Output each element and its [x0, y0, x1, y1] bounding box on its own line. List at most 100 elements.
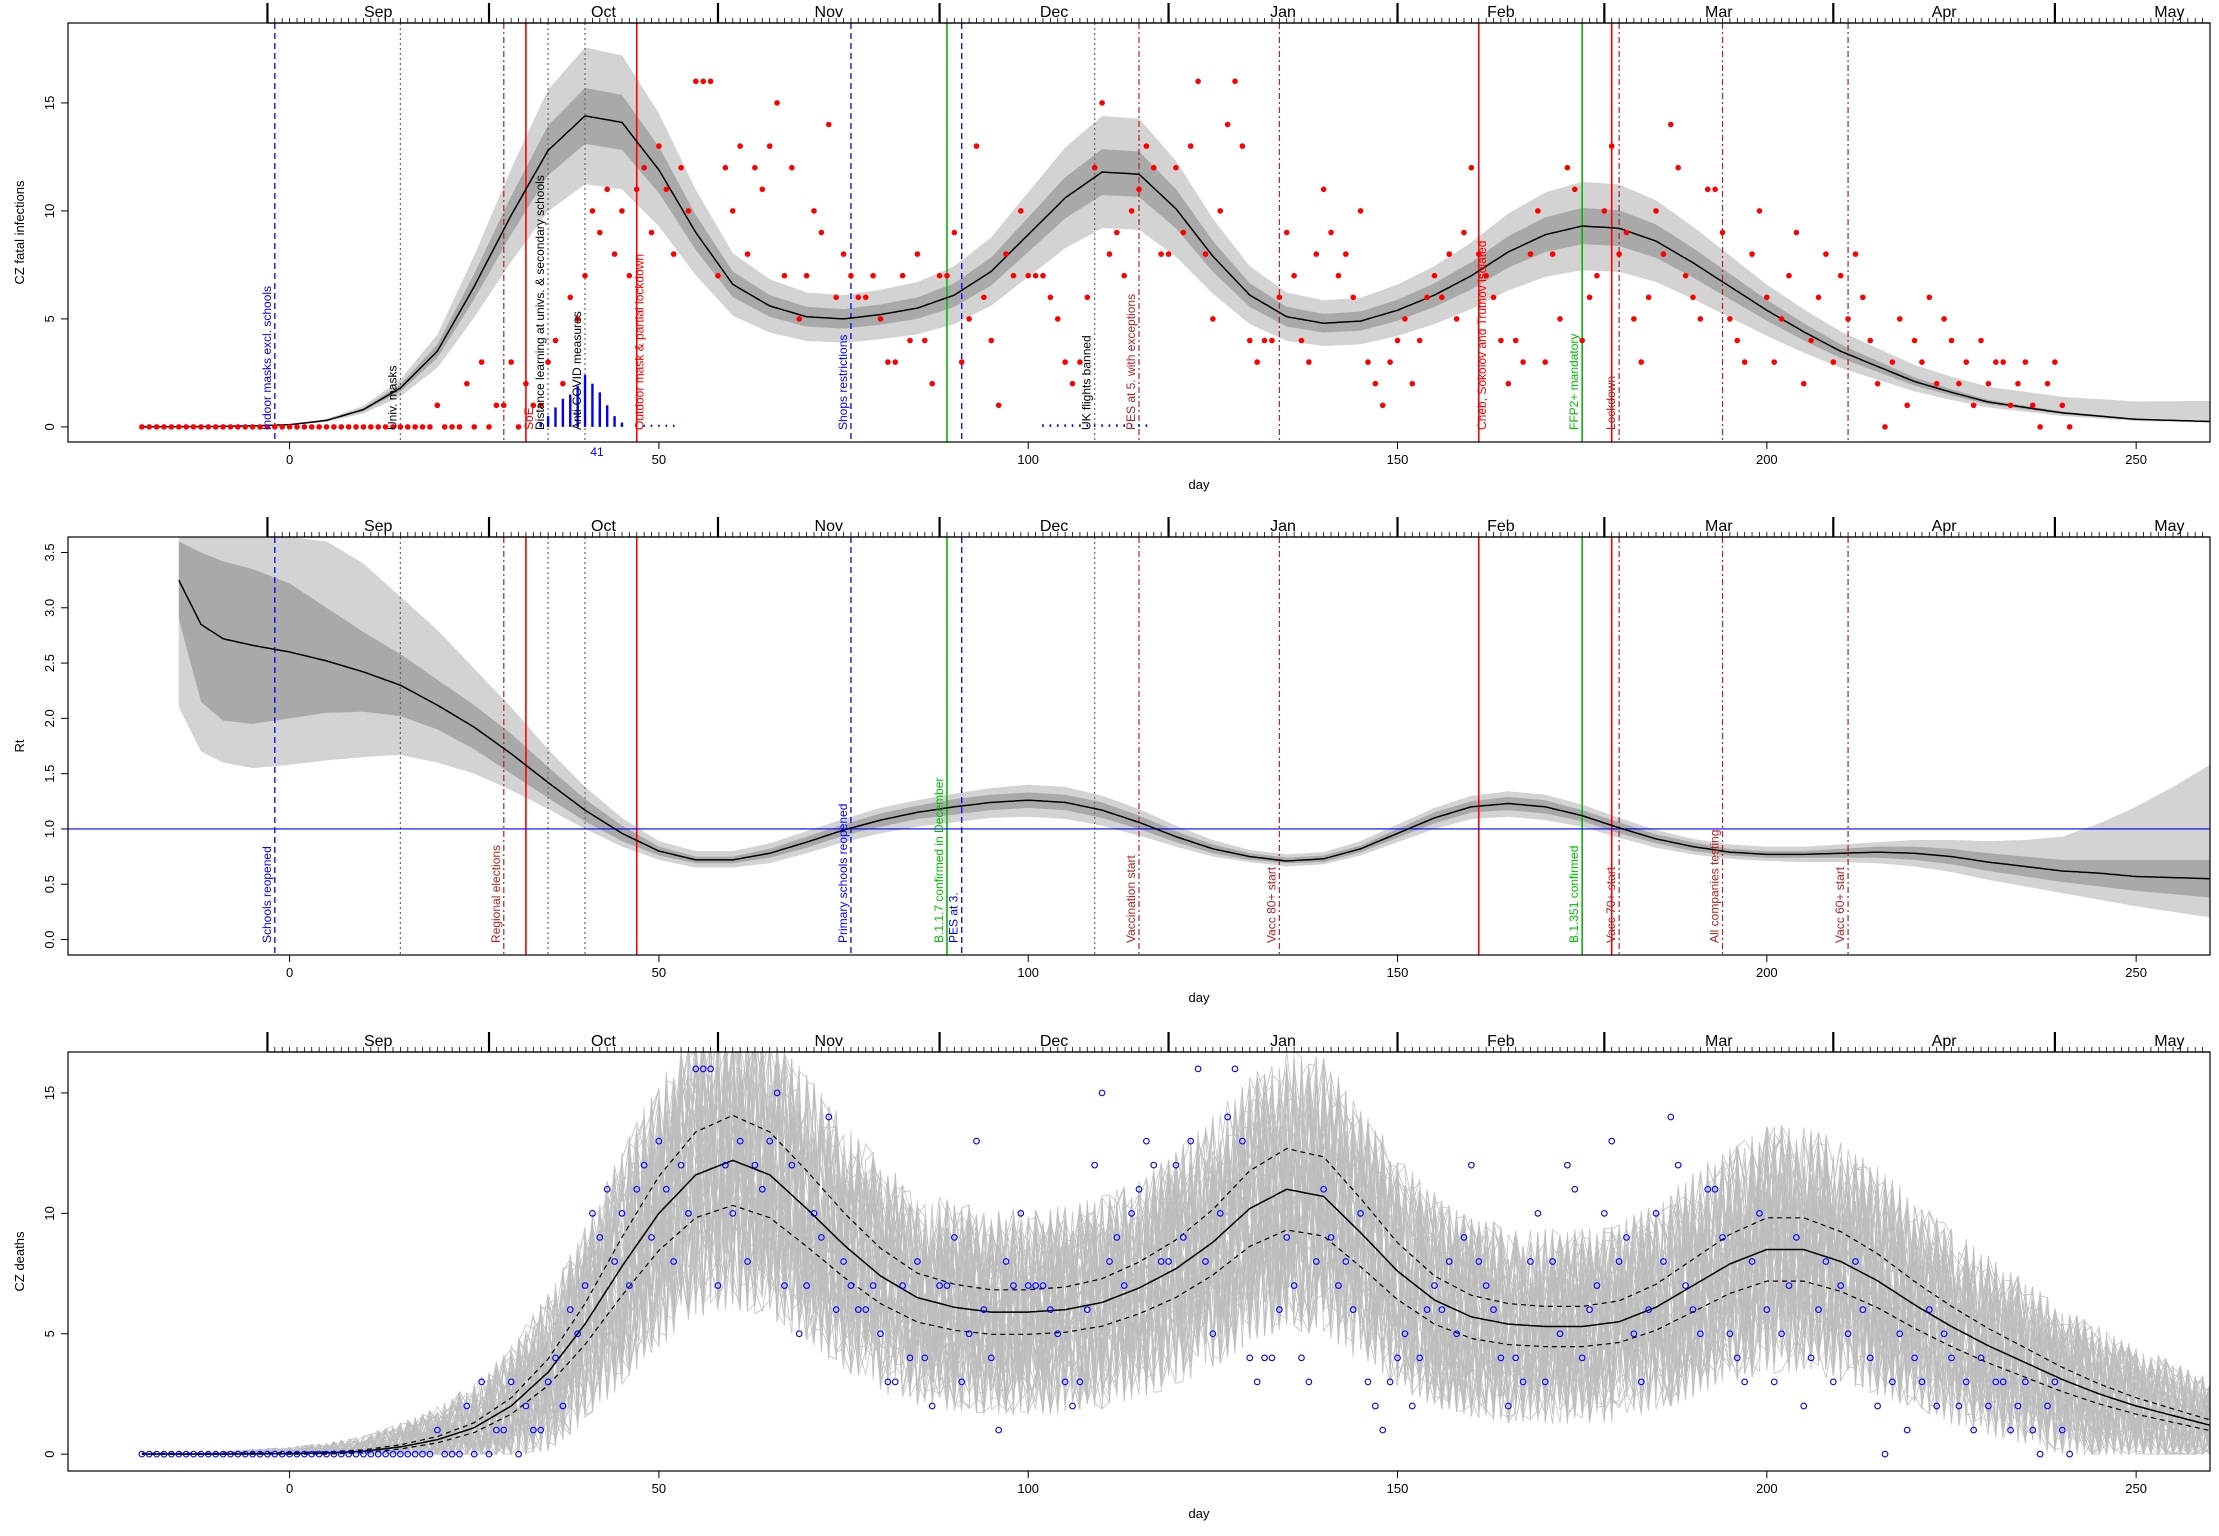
observed-point [574, 1330, 581, 1338]
observed-point [1128, 1209, 1135, 1217]
observed-point [242, 424, 249, 430]
observed-point [272, 424, 278, 430]
observed-point [1771, 359, 1778, 365]
observed-point [286, 1450, 293, 1458]
event-lines [274, 23, 1849, 442]
observed-point [1956, 380, 1962, 387]
observed-point [2119, 0, 2125, 3]
observed-point [382, 424, 389, 430]
observed-point [1623, 229, 1630, 236]
observed-point [1749, 251, 1755, 257]
observed-point [1195, 78, 1201, 85]
observed-point [456, 1450, 463, 1458]
observed-point [1158, 251, 1164, 257]
observed-point [1637, 1378, 1645, 1386]
y-tick-label: 2.0 [42, 709, 57, 727]
observed-point [2096, 0, 2102, 3]
observed-point [212, 424, 219, 430]
observed-point [1239, 1137, 1246, 1145]
observed-point [1505, 380, 1512, 387]
observed-point [2089, 0, 2095, 3]
observed-point [227, 424, 234, 430]
simulated-trajectory [141, 1052, 2210, 1455]
observed-point [729, 208, 736, 214]
observed-point [2133, 0, 2139, 3]
observed-point [566, 1306, 574, 1314]
observed-point [766, 143, 773, 149]
observed-point [315, 1450, 323, 1458]
observed-point [567, 294, 574, 301]
observed-point [1003, 251, 1009, 257]
observed-point [2082, 0, 2088, 3]
observed-point [241, 1450, 249, 1458]
observed-point [707, 78, 714, 85]
observed-point [626, 1282, 633, 1289]
month-label: Sep [364, 1033, 393, 1050]
observed-point [1786, 272, 1792, 279]
observed-point [1054, 316, 1061, 322]
y-tick-label: 1.5 [42, 765, 57, 783]
observed-point [1062, 359, 1068, 365]
observed-point [1682, 272, 1689, 279]
month-label: Mar [1705, 518, 1733, 535]
observed-point [1608, 1137, 1616, 1145]
observed-point [670, 251, 677, 257]
observed-point [1600, 1209, 1608, 1217]
observed-point [1911, 1354, 1918, 1362]
observed-point [1498, 337, 1504, 344]
observed-point [2021, 1378, 2029, 1386]
simulated-trajectory [141, 1052, 2210, 1456]
observed-point [515, 424, 522, 430]
observed-point [1734, 337, 1741, 344]
panel-2: Schools reopened Regional elections Primar… [12, 517, 2211, 1005]
observed-point [1320, 186, 1327, 193]
observed-point [1859, 1306, 1867, 1314]
month-label: Mar [1705, 1033, 1733, 1050]
ci-lower-line [141, 1204, 2210, 1455]
observed-point [751, 1161, 759, 1169]
observed-point [656, 143, 662, 149]
observed-point [2192, 0, 2198, 3]
observed-point [1335, 1282, 1342, 1289]
observed-point [2104, 0, 2110, 3]
observed-point [559, 1402, 567, 1410]
observed-point [2029, 402, 2036, 409]
observed-point [175, 1450, 183, 1458]
observed-point [2104, 0, 2110, 3]
observed-point [1549, 1258, 1556, 1265]
observed-point [922, 337, 928, 344]
x-tick-label: 50 [652, 452, 666, 467]
month-axis: Sep Oct Nov Dec Jan Feb Mar Apr May [266, 1032, 2210, 1053]
month-label: Apr [1932, 1033, 1958, 1050]
observed-point [1194, 1065, 1202, 1073]
observed-point [530, 402, 537, 409]
observed-point [2066, 424, 2073, 430]
observed-point [2178, 0, 2184, 3]
observed-point [301, 424, 308, 430]
observed-point [884, 1378, 892, 1386]
observed-point [855, 294, 862, 301]
observed-point [1631, 316, 1637, 322]
observed-point [256, 1450, 264, 1458]
observed-point [1313, 251, 1320, 257]
observed-point [1497, 1354, 1505, 1362]
observed-point [2141, 0, 2147, 3]
observed-point [1157, 1258, 1165, 1265]
observed-point [670, 1258, 678, 1265]
x-tick-label: 50 [652, 965, 666, 980]
observed-point [973, 143, 980, 149]
observed-point [1512, 1354, 1520, 1362]
observed-point [552, 337, 559, 344]
observed-point [1896, 1330, 1904, 1338]
observed-point [1852, 251, 1859, 257]
observed-point [707, 1065, 714, 1073]
observed-point [1069, 1402, 1076, 1410]
observed-point [1933, 1402, 1941, 1410]
plot-area [138, 0, 2210, 1458]
observed-point [1904, 402, 1910, 409]
observed-point [345, 1450, 353, 1458]
month-label: Oct [591, 518, 616, 535]
observed-point [264, 424, 271, 430]
observed-point [1601, 208, 1608, 214]
observed-point [737, 143, 743, 149]
